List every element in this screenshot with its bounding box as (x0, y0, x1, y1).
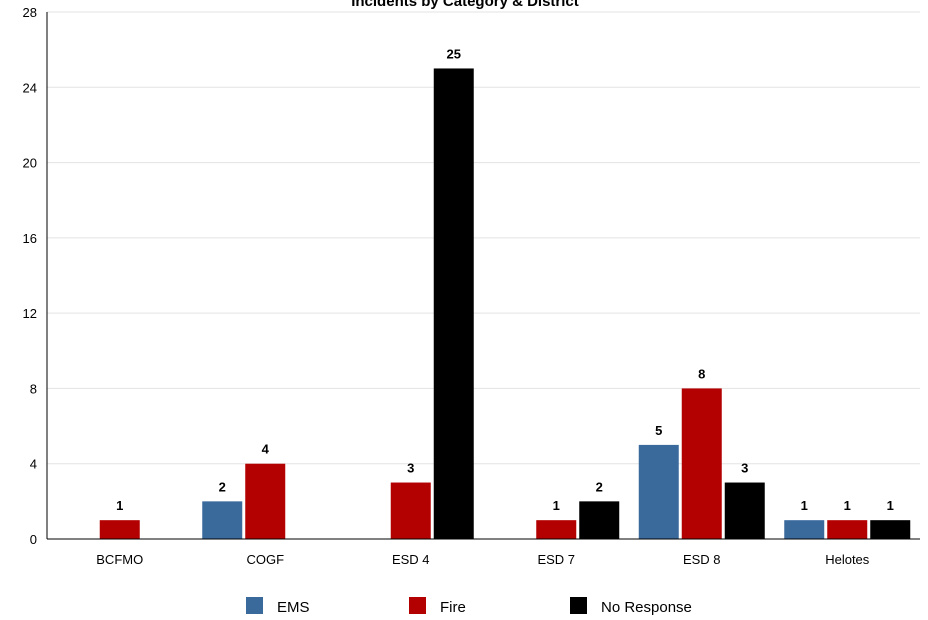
bar-ems (784, 520, 825, 539)
y-tick-label: 28 (23, 5, 37, 20)
data-label: 2 (219, 479, 226, 494)
data-label: 1 (887, 498, 894, 513)
legend-label: No Response (601, 599, 692, 616)
data-label: 25 (447, 46, 461, 61)
bar-fire (245, 463, 286, 539)
bar-fire (99, 520, 140, 539)
legend: EMS Fire No Response (246, 597, 692, 616)
x-tick-label: BCFMO (96, 552, 143, 567)
y-tick-label: 20 (23, 156, 37, 171)
legend-swatch (409, 597, 426, 614)
y-tick-label: 8 (30, 381, 37, 396)
data-label: 2 (596, 479, 603, 494)
data-label: 3 (407, 461, 414, 476)
bar-fire (827, 520, 868, 539)
legend-label: EMS (277, 599, 310, 616)
bar-no-response (724, 482, 765, 539)
bar-fire (681, 388, 722, 539)
y-tick-label: 16 (23, 231, 37, 246)
data-label: 1 (801, 498, 808, 513)
bar-no-response (433, 68, 474, 539)
y-tick-label: 24 (23, 80, 37, 95)
bar-ems (638, 444, 679, 539)
legend-swatch (570, 597, 587, 614)
data-label: 3 (741, 461, 748, 476)
data-label: 1 (553, 498, 560, 513)
gridlines (47, 11, 920, 465)
bar-no-response (870, 520, 911, 539)
x-axis: BCFMO COGF ESD 4 ESD 7 ESD 8 Helotes (47, 538, 920, 567)
data-label: 8 (698, 366, 705, 381)
y-tick-label: 0 (30, 532, 37, 547)
legend-swatch (246, 597, 263, 614)
chart-title: Incidents by Category & District (351, 0, 579, 10)
x-tick-label: ESD 8 (683, 552, 721, 567)
x-tick-label: Helotes (825, 552, 870, 567)
y-axis: 0 4 8 12 16 20 24 28 (23, 5, 48, 547)
x-tick-label: COGF (246, 552, 284, 567)
data-label: 5 (655, 423, 662, 438)
y-tick-label: 4 (30, 457, 37, 472)
data-label: 1 (116, 498, 123, 513)
bar-fire (390, 482, 431, 539)
legend-label: Fire (440, 599, 466, 616)
data-label: 4 (262, 442, 270, 457)
bar-fire (536, 520, 577, 539)
x-tick-label: ESD 7 (537, 552, 575, 567)
bar-ems (202, 501, 243, 539)
data-label: 1 (844, 498, 851, 513)
y-tick-label: 12 (23, 306, 37, 321)
bar-no-response (579, 501, 620, 539)
x-tick-label: ESD 4 (392, 552, 430, 567)
bars (99, 68, 911, 539)
